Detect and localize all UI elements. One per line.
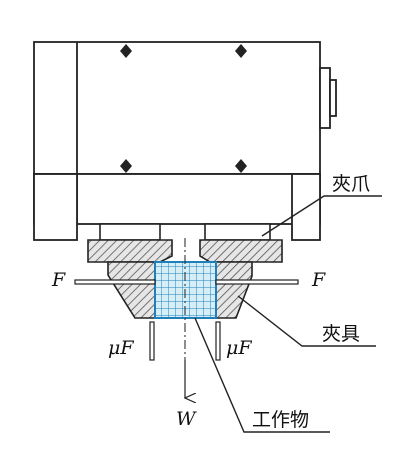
force-right-arrow (215, 279, 299, 285)
label-gripper-claw: 夾爪 (332, 173, 370, 195)
force-left-arrow (74, 279, 156, 285)
friction-right-arrow (215, 321, 221, 361)
symbol-force-left: F (51, 269, 66, 291)
claw-mounts (99, 223, 271, 241)
screw-icon (120, 44, 132, 58)
symbol-friction-left: μF (108, 337, 134, 359)
screw-icon (120, 159, 132, 173)
symbol-friction-right: μF (226, 337, 252, 359)
leader-lines (194, 195, 382, 433)
friction-left-arrow (149, 321, 155, 361)
friction-arrows (149, 321, 221, 361)
screw-icons (120, 44, 247, 173)
left-claw (87, 239, 173, 263)
symbol-weight: W (176, 408, 197, 430)
screw-icon (235, 159, 247, 173)
symbol-force-right: F (311, 269, 326, 291)
right-claw (199, 239, 283, 263)
right-fixture (215, 261, 253, 319)
screw-icon (235, 44, 247, 58)
hand-body (33, 41, 337, 241)
label-fixture: 夾具 (322, 323, 360, 345)
label-workpiece: 工作物 (252, 409, 309, 431)
fixture-jaws (107, 261, 253, 319)
left-fixture (107, 261, 156, 319)
force-arrows (74, 279, 299, 285)
